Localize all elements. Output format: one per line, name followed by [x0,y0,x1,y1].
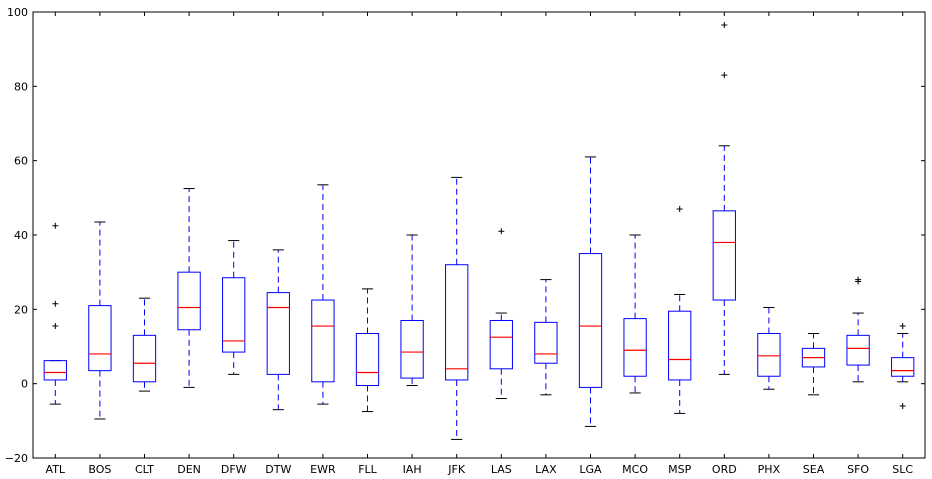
box-group-den [177,188,201,388]
x-tick-label: BOS [88,463,111,476]
x-tick-label: IAH [403,463,422,476]
y-tick-label: 40 [14,229,28,242]
box-group-sfo [846,276,870,383]
x-tick-label: SFO [847,463,869,476]
box-group-atl [43,222,67,405]
x-tick-label: DEN [177,463,201,476]
x-tick-label: DTW [265,463,291,476]
box-iqr [43,360,67,381]
box-iqr [623,318,647,377]
x-tick-label: MSP [668,463,691,476]
outlier-marker [899,323,906,330]
boxes-layer [43,22,915,440]
box-group-lga [578,156,603,427]
x-tick-label: CLT [135,463,154,476]
box-group-sea [801,332,826,396]
box-iqr [489,319,513,370]
y-tick-label: 100 [7,6,28,19]
box-iqr [445,264,469,381]
box-iqr [222,277,246,353]
y-tick-label: 20 [14,303,28,316]
x-axis: ATL BOS CLT DEN DFW DTW EWR FLL IAH JFK LAS LAX LGA M… [46,12,913,476]
y-axis: −20 0 20 40 60 80 100 [5,6,925,465]
x-tick-label: SLC [892,463,913,476]
outlier-marker [855,276,862,283]
box-group-phx [757,306,781,390]
x-tick-label: LAS [491,463,512,476]
box-iqr [88,305,112,372]
box-iqr [712,210,736,301]
box-iqr [355,332,380,387]
box-group-ewr [311,184,335,405]
box-iqr [266,292,290,375]
box-iqr [177,271,201,331]
outlier-marker [721,22,728,29]
x-tick-label: JFK [447,463,466,476]
outlier-marker [52,222,59,229]
box-iqr [668,310,692,381]
box-iqr [534,321,558,364]
outlier-marker [52,323,59,330]
outlier-marker [676,205,683,212]
x-tick-label: FLL [358,463,377,476]
box-group-jfk [445,176,469,440]
x-tick-label: EWR [310,463,336,476]
box-group-ord [712,22,736,375]
box-iqr [757,332,781,377]
y-tick-label: 0 [21,378,28,391]
y-tick-label: 60 [14,155,28,168]
outlier-marker [498,228,505,235]
box-iqr [846,334,870,366]
outlier-marker [721,72,728,79]
box-group-dfw [222,240,246,375]
box-iqr [311,299,335,383]
x-tick-label: ORD [712,463,737,476]
box-group-iah [400,234,424,387]
box-group-bos [88,221,112,420]
x-tick-label: DFW [221,463,247,476]
box-iqr [400,319,424,379]
box-iqr [132,334,157,383]
box-iqr [578,253,603,388]
box-group-las [489,228,513,400]
box-group-dtw [266,249,290,411]
box-group-mco [623,234,647,394]
box-group-fll [355,288,380,413]
box-group-msp [668,205,692,414]
box-group-clt [132,297,157,392]
x-tick-label: LAX [535,463,557,476]
box-iqr [891,357,915,377]
x-tick-label: LGA [579,463,602,476]
outlier-marker [52,300,59,307]
outlier-marker [899,402,906,409]
x-tick-label: MCO [622,463,648,476]
x-tick-label: PHX [758,463,781,476]
y-tick-label: 80 [14,80,28,93]
y-tick-label: −20 [5,452,28,465]
box-group-slc [891,323,915,409]
box-group-lax [534,279,558,396]
x-tick-label: ATL [46,463,66,476]
plot-frame [32,11,926,459]
plot-border [32,11,926,459]
x-tick-label: SEA [803,463,825,476]
